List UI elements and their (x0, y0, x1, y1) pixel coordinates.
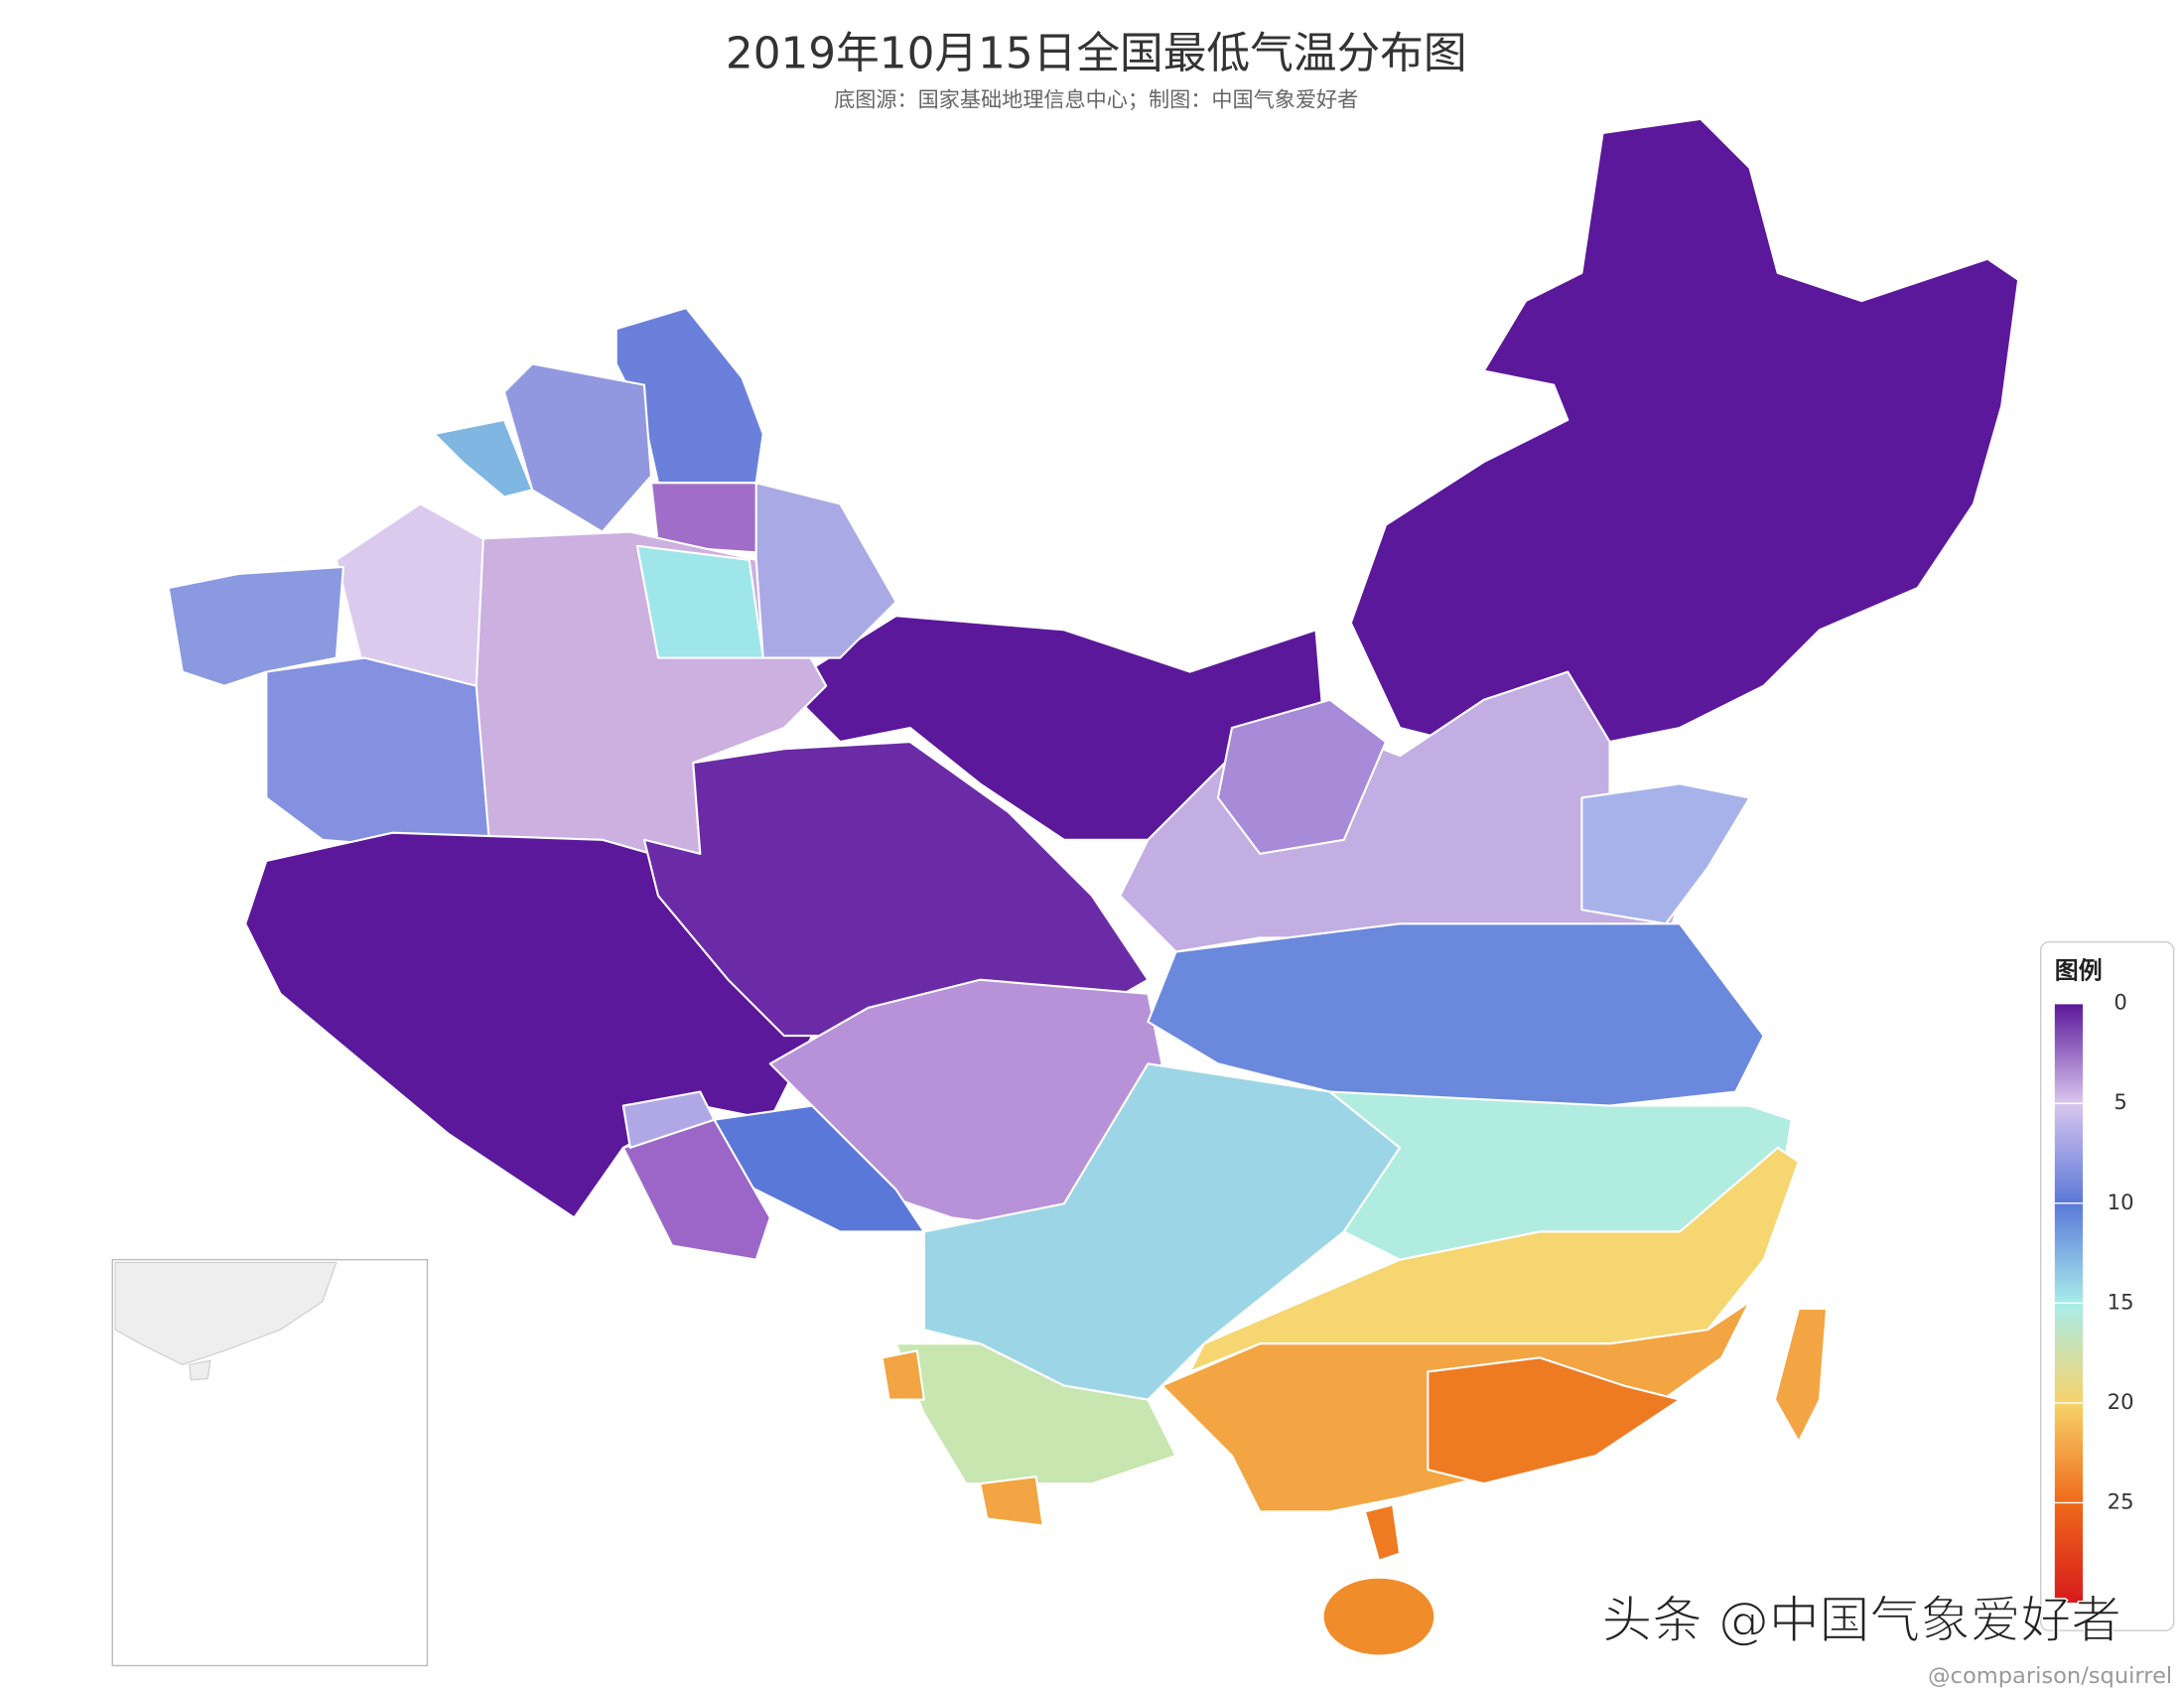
map (167, 117, 2020, 1657)
legend-tick-label: 10 (2108, 1190, 2134, 1214)
region (1321, 1576, 1436, 1657)
inset-land (114, 1261, 338, 1365)
legend-tick-label: 20 (2108, 1389, 2134, 1414)
region (979, 1476, 1044, 1527)
region (1580, 782, 1751, 925)
region (335, 502, 484, 687)
region (433, 418, 534, 498)
legend-tick-label: 15 (2108, 1289, 2134, 1314)
legend: 图例 0 5 10 15 20 25 (2040, 940, 2175, 1631)
legend-tick-label: 5 (2114, 1089, 2126, 1114)
region (894, 1342, 1177, 1485)
legend-title: 图例 (2055, 956, 2103, 984)
region (1216, 698, 1388, 855)
region (1363, 1503, 1402, 1562)
map-subtitle: 底图源：国家基础地理信息中心；制图：中国气象爱好者 (834, 86, 1358, 111)
region (922, 1062, 1402, 1401)
region (1427, 1356, 1682, 1485)
region (265, 656, 491, 855)
region (635, 544, 764, 659)
region (881, 1349, 925, 1401)
region (167, 565, 344, 687)
region (502, 362, 653, 533)
region (1349, 117, 2020, 744)
legend-tick-label: 25 (2108, 1488, 2134, 1513)
region (754, 482, 897, 659)
region (1773, 1307, 1829, 1443)
map-title: 2019年10月15日全国最低气温分布图 (726, 28, 1467, 78)
inset-island (189, 1359, 211, 1381)
region (621, 1090, 716, 1149)
inset-map (111, 1258, 429, 1667)
watermark: 头条 @中国气象爱好者 (1602, 1591, 2121, 1649)
credit: @comparison/squirrel (1928, 1663, 2172, 1688)
legend-tick-label: 0 (2114, 990, 2126, 1015)
